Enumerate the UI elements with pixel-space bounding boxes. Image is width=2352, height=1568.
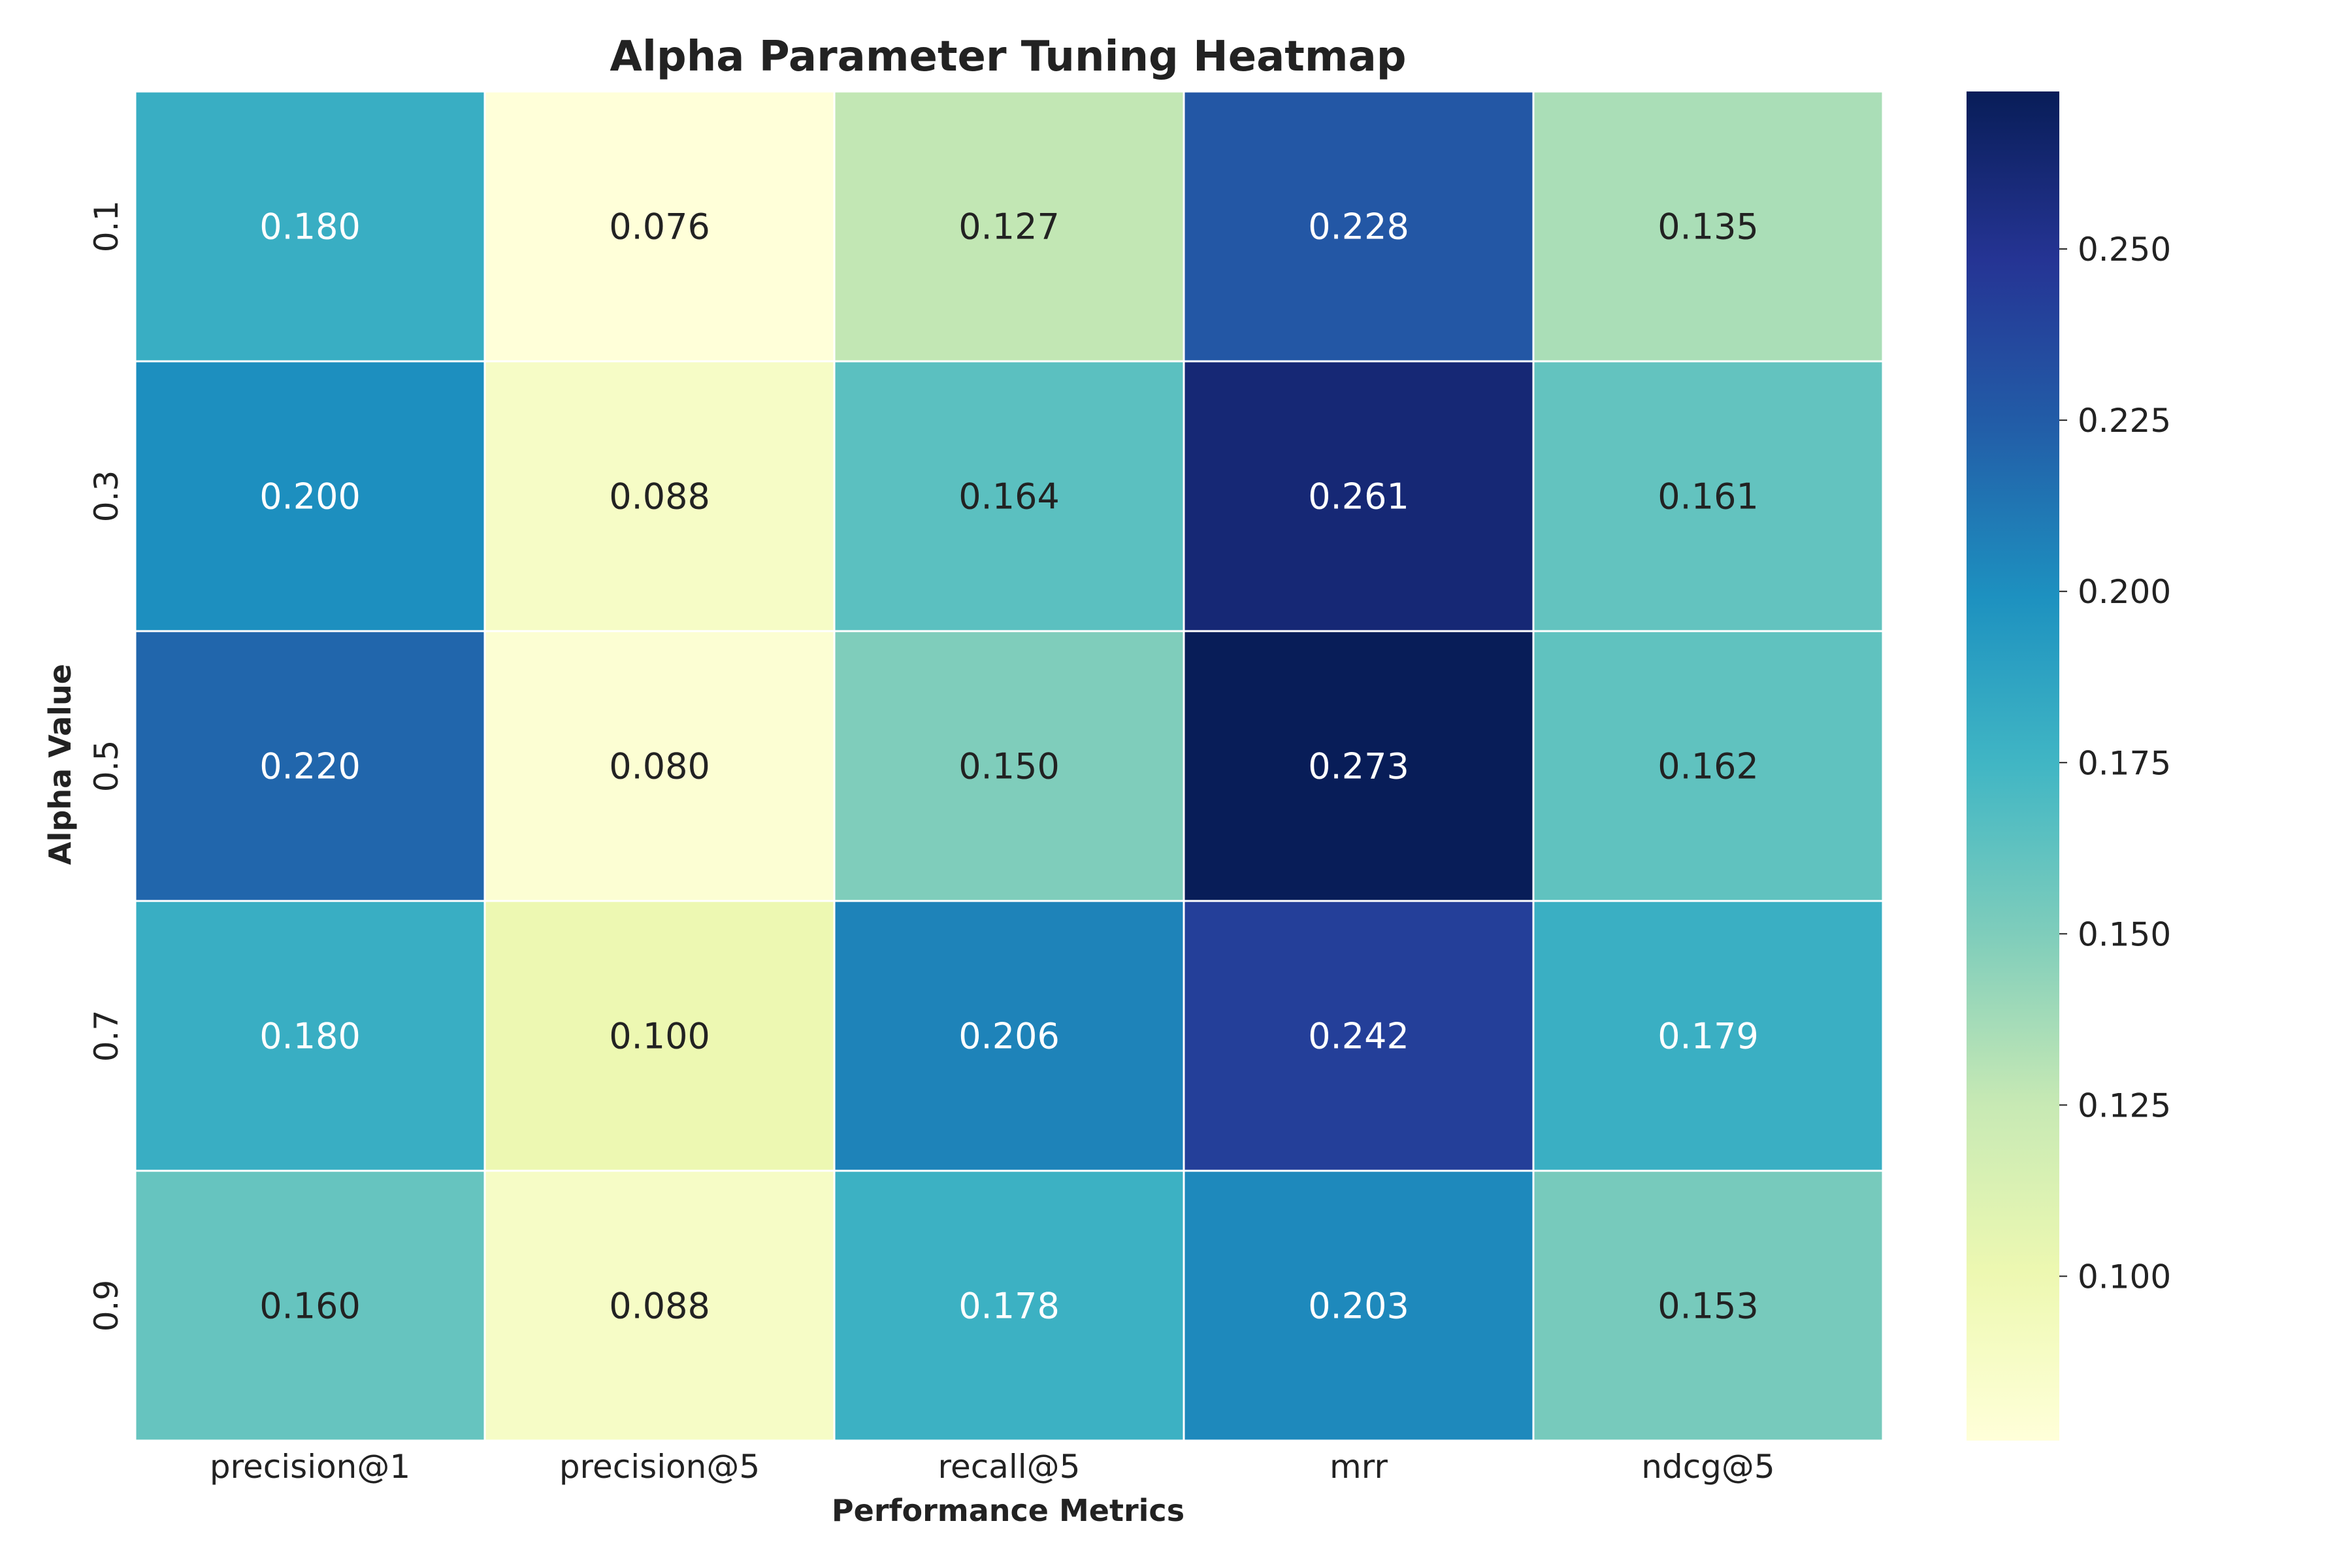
cell-value-label: 0.206	[958, 1016, 1060, 1057]
x-axis-tick-labels: precision@1 precision@5 recall@5 mrr ndcg@5	[210, 1448, 1775, 1486]
heatmap-cells	[134, 90, 1884, 1442]
cell-value-label: 0.200	[259, 476, 361, 517]
heatmap-cell	[833, 1169, 1185, 1442]
heatmap-cell	[134, 90, 486, 363]
heatmap-cell	[833, 630, 1185, 902]
heatmap-cell	[833, 360, 1185, 632]
cell-value-label: 0.179	[1658, 1016, 1759, 1057]
cell-value-label: 0.150	[958, 746, 1060, 787]
y-tick-label: 0.3	[88, 470, 125, 523]
heatmap-cell	[483, 900, 836, 1172]
cell-value-label: 0.180	[259, 1016, 361, 1057]
y-axis-tick-labels: 0.1 0.3 0.5 0.7 0.9	[88, 201, 125, 1332]
cell-value-label: 0.261	[1308, 476, 1409, 517]
colorbar-tick-label: 0.250	[2078, 231, 2171, 269]
colorbar-tick-labels: 0.100 0.125 0.150 0.175 0.200 0.225 0.250	[2059, 231, 2171, 1296]
heatmap-cell	[1183, 630, 1535, 902]
cell-value-label: 0.164	[958, 476, 1060, 517]
heatmap-cell	[134, 1169, 486, 1442]
cell-value-label: 0.162	[1658, 746, 1759, 787]
heatmap-cell	[833, 90, 1185, 363]
heatmap-cell	[483, 360, 836, 632]
colorbar-tick-label: 0.225	[2078, 402, 2171, 440]
colorbar-tick-label: 0.100	[2078, 1258, 2171, 1296]
x-tick-label: recall@5	[938, 1448, 1081, 1486]
y-tick-label: 0.9	[88, 1280, 125, 1332]
y-tick-label: 0.7	[88, 1010, 125, 1062]
cell-value-label: 0.180	[259, 206, 361, 248]
colorbar-tick-label: 0.175	[2078, 744, 2171, 782]
y-axis-label: Alpha Value	[42, 664, 78, 865]
colorbar-tick-label: 0.150	[2078, 915, 2171, 953]
x-tick-label: precision@5	[559, 1448, 760, 1486]
cell-value-label: 0.076	[609, 206, 710, 248]
cell-value-label: 0.242	[1308, 1016, 1409, 1057]
y-tick-label: 0.5	[88, 740, 125, 792]
heatmap-cell	[483, 630, 836, 902]
cell-value-label: 0.161	[1658, 476, 1759, 517]
cell-value-label: 0.100	[609, 1016, 710, 1057]
heatmap-cell	[833, 900, 1185, 1172]
heatmap-cell	[1532, 1169, 1884, 1442]
cell-value-label: 0.135	[1658, 206, 1759, 248]
cell-value-label: 0.203	[1308, 1286, 1409, 1327]
heatmap-cell	[1532, 630, 1884, 902]
heatmap-cell	[134, 360, 486, 632]
cell-value-label: 0.088	[609, 476, 710, 517]
x-tick-label: mrr	[1330, 1448, 1388, 1486]
heatmap-cell	[1532, 360, 1884, 632]
cell-value-label: 0.220	[259, 746, 361, 787]
heatmap-cell	[1532, 90, 1884, 363]
colorbar-tick-label: 0.200	[2078, 573, 2171, 611]
heatmap-cell	[134, 900, 486, 1172]
cell-value-label: 0.160	[259, 1286, 361, 1327]
chart-title: Alpha Parameter Tuning Heatmap	[610, 33, 1406, 81]
cell-value-label: 0.127	[958, 206, 1060, 248]
heatmap-cell	[483, 1169, 836, 1442]
heatmap-cell	[483, 90, 836, 363]
colorbar	[1967, 91, 2059, 1441]
cell-value-label: 0.080	[609, 746, 710, 787]
cell-value-label: 0.153	[1658, 1286, 1759, 1327]
colorbar-tick-label: 0.125	[2078, 1086, 2171, 1124]
cell-value-labels: 0.180 0.076 0.127 0.228 0.135 0.200 0.088 0.164…	[259, 206, 1759, 1327]
y-tick-label: 0.1	[88, 201, 125, 253]
cell-value-label: 0.273	[1308, 746, 1409, 787]
x-axis-label: Performance Metrics	[832, 1493, 1184, 1528]
cell-value-label: 0.088	[609, 1286, 710, 1327]
x-tick-label: precision@1	[210, 1448, 410, 1486]
heatmap-cell	[1183, 900, 1535, 1172]
heatmap-cell	[1183, 90, 1535, 363]
x-tick-label: ndcg@5	[1641, 1448, 1774, 1486]
heatmap-cell	[1532, 900, 1884, 1172]
cell-value-label: 0.228	[1308, 206, 1409, 248]
cell-value-label: 0.178	[958, 1286, 1060, 1327]
